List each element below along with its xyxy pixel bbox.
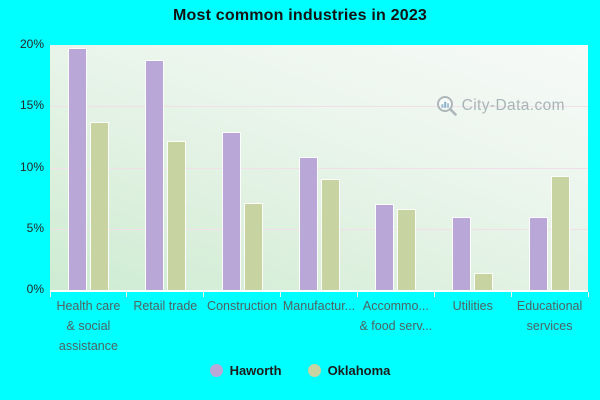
- bar-haworth-7: [529, 216, 549, 290]
- bar-group: [511, 45, 588, 290]
- x-axis-label-line: & social: [66, 319, 111, 333]
- bar-haworth-5: [375, 204, 395, 290]
- legend-label: Haworth: [229, 363, 282, 378]
- x-axis-label-line: Health care: [56, 299, 121, 313]
- plot-area: City-Data.com: [50, 45, 588, 292]
- x-axis-category-label: Construction: [204, 296, 281, 356]
- axis-boundary-tick: [356, 292, 358, 297]
- legend: Haworth Oklahoma: [0, 363, 600, 378]
- bar-oklahoma-6: [474, 273, 494, 290]
- x-axis-label-line: Construction: [207, 299, 278, 313]
- bar-haworth-3: [221, 132, 241, 290]
- x-axis-label-line: Educational: [516, 299, 583, 313]
- legend-color-dot: [209, 364, 223, 377]
- bar-oklahoma-5: [397, 209, 417, 290]
- axis-boundary-tick: [433, 292, 435, 297]
- gridline: [50, 167, 588, 169]
- bar-group: [127, 45, 204, 290]
- x-axis-category-label: Accommo... & food serv...: [357, 296, 434, 356]
- gridline: [50, 106, 588, 108]
- legend-color-dot: [307, 364, 321, 377]
- x-axis-category-label: Health care & social assistance: [50, 296, 127, 356]
- x-axis-labels: Health care & social assistance Retail trad…: [50, 296, 588, 356]
- bar-group: [50, 45, 127, 290]
- axis-boundary-tick: [510, 292, 512, 297]
- magnifier-barchart-icon: [435, 94, 459, 118]
- x-axis-label-line: Utilities: [452, 299, 493, 313]
- bar-oklahoma-2: [166, 140, 186, 290]
- x-axis-category-label: Educational services: [511, 296, 588, 356]
- bar-haworth-4: [298, 156, 318, 290]
- x-axis-category-label: Retail trade: [127, 296, 204, 356]
- axis-boundary-tick: [126, 292, 128, 297]
- x-axis-label-line: services: [526, 319, 573, 333]
- bar-group: [357, 45, 434, 290]
- x-axis-label-line: assistance: [58, 339, 118, 353]
- bar-group: [281, 45, 358, 290]
- bar-oklahoma-3: [243, 203, 263, 290]
- bar-oklahoma-7: [551, 176, 571, 290]
- axis-boundary-tick: [49, 292, 51, 297]
- axis-boundary-tick: [280, 292, 282, 297]
- legend-item-haworth: Haworth: [209, 363, 282, 378]
- axis-boundary-tick: [203, 292, 205, 297]
- y-axis-label: 5%: [26, 220, 44, 235]
- y-axis-label: 0%: [26, 282, 44, 296]
- bar-group: [204, 45, 281, 290]
- watermark-text: City-Data.com: [461, 97, 565, 114]
- x-axis-label-line: & food serv...: [359, 319, 433, 333]
- bar-groups: [50, 45, 588, 290]
- x-axis-category-label: Manufactur...: [281, 296, 358, 356]
- bar-oklahoma-1: [89, 122, 109, 290]
- y-axis-label: 20%: [19, 37, 44, 51]
- y-axis-label: 10%: [19, 159, 44, 174]
- chart-title: Most common industries in 2023: [172, 7, 428, 24]
- bar-haworth-2: [144, 59, 164, 290]
- axis-boundary-tick: [587, 292, 589, 297]
- x-axis-category-label: Utilities: [434, 296, 511, 356]
- y-axis-label: 15%: [19, 98, 44, 113]
- x-axis-label-line: Retail trade: [133, 299, 198, 313]
- bar-haworth-1: [67, 47, 87, 290]
- gridline: [50, 228, 588, 230]
- bar-haworth-6: [452, 216, 472, 290]
- bar-oklahoma-4: [320, 178, 340, 290]
- x-axis-label-line: Manufactur...: [282, 299, 356, 313]
- legend-item-oklahoma: Oklahoma: [307, 363, 391, 378]
- x-axis-label-line: Accommo...: [362, 299, 429, 313]
- bar-group: [434, 45, 511, 290]
- watermark-link[interactable]: City-Data.com: [435, 94, 565, 118]
- legend-label: Oklahoma: [327, 363, 391, 378]
